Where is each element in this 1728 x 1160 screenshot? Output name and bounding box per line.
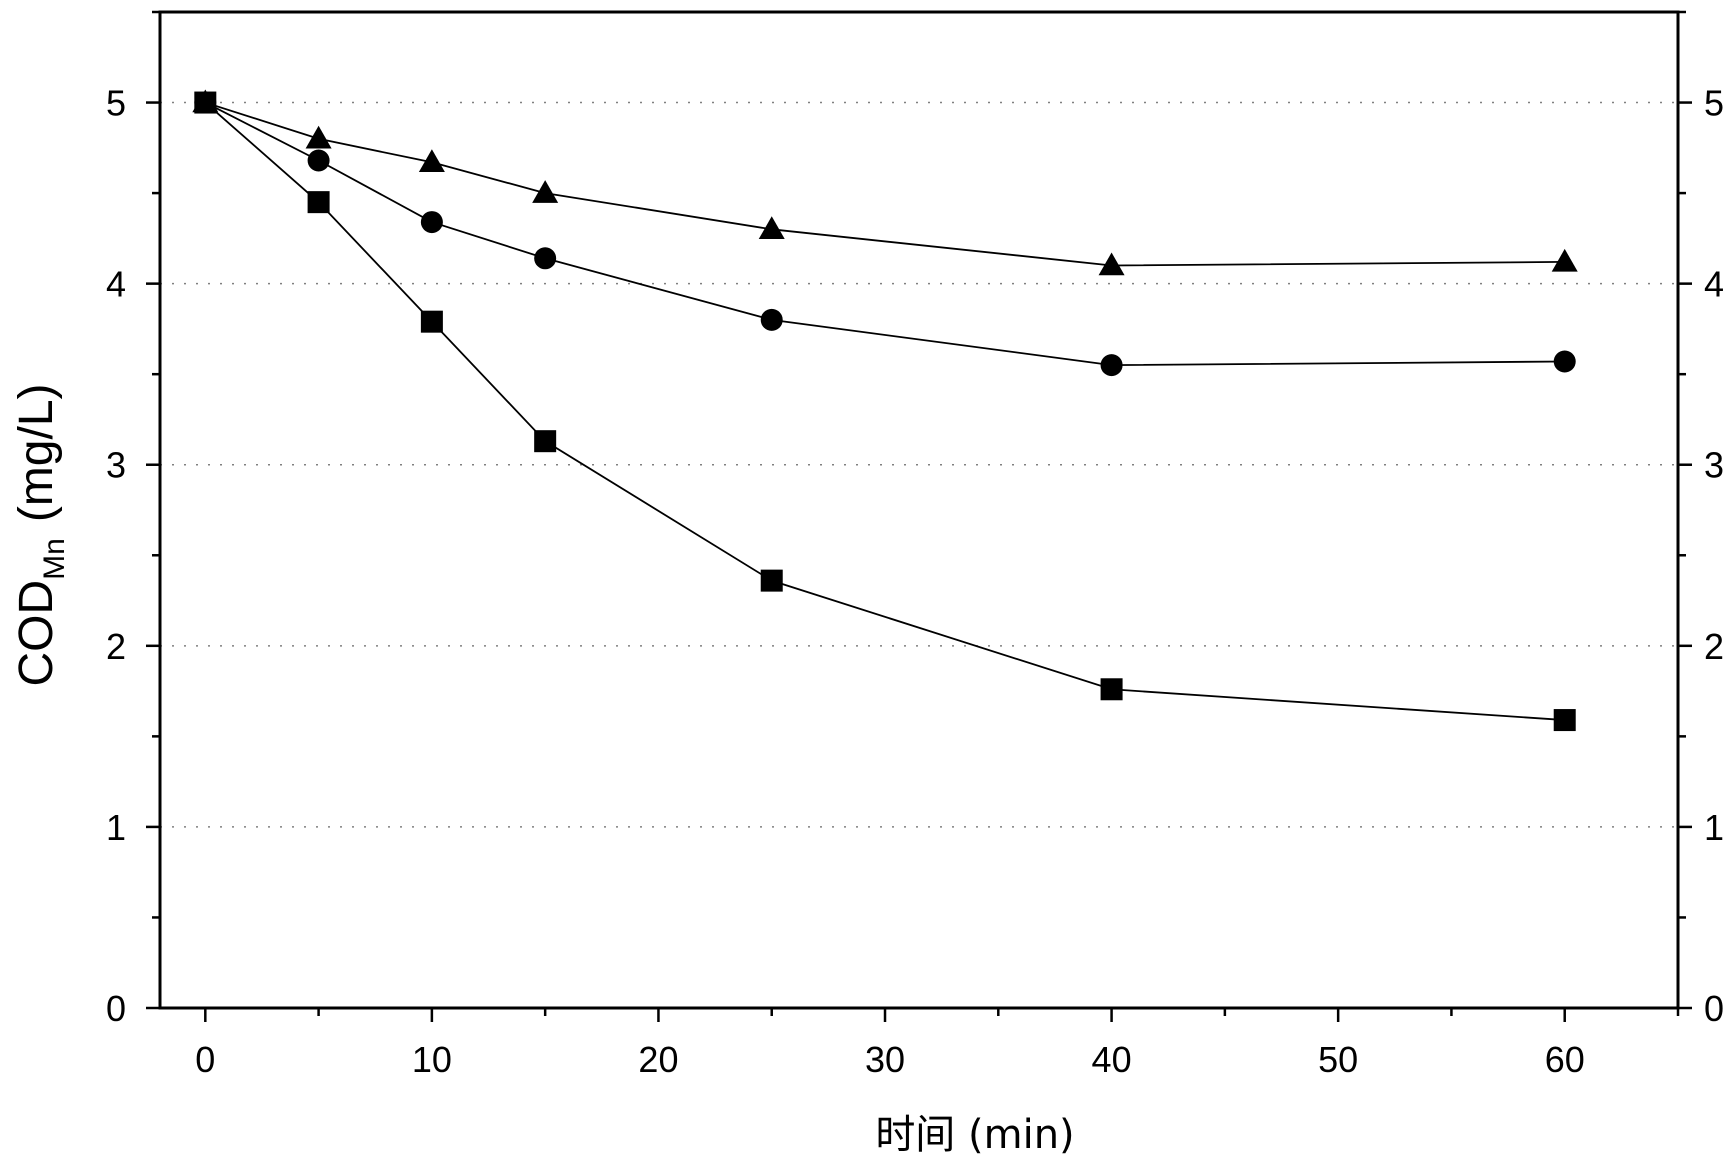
data-point-square-x15: [534, 430, 557, 453]
data-point-triangle-x5: [305, 125, 332, 149]
data-point-triangle-x60: [1551, 248, 1578, 272]
y-tick-label-right-3: 3: [1704, 445, 1724, 486]
y-tick-label-left-0: 0: [106, 988, 126, 1029]
data-point-square-x5: [307, 191, 330, 214]
x-tick-label-10: 10: [412, 1039, 452, 1080]
y-axis-title-subscript: Mn: [38, 538, 71, 580]
data-point-triangle-x40: [1098, 252, 1125, 276]
y-tick-label-right-2: 2: [1704, 626, 1724, 667]
x-tick-label-60: 60: [1545, 1039, 1585, 1080]
x-tick-label-0: 0: [195, 1039, 215, 1080]
y-tick-label-left-4: 4: [106, 264, 126, 305]
x-tick-label-50: 50: [1318, 1039, 1358, 1080]
series-line-square: [204, 101, 1565, 721]
series-circle: [194, 91, 1576, 377]
plot-frame: [158, 10, 1680, 1010]
data-point-square-x0: [194, 91, 217, 114]
grid-lines: [160, 101, 1678, 828]
data-point-circle-x5: [307, 149, 330, 172]
x-tick-label-20: 20: [638, 1039, 678, 1080]
series-layer: [192, 89, 1578, 732]
data-point-triangle-x25: [758, 216, 785, 240]
y-tick-label-left-5: 5: [106, 83, 126, 124]
data-point-circle-x25: [760, 308, 783, 331]
y-tick-label-left-1: 1: [106, 807, 126, 848]
y-tick-label-right-5: 5: [1704, 83, 1724, 124]
axis-ticks: [146, 10, 1692, 1022]
series-line-triangle: [205, 101, 1565, 267]
data-point-square-x60: [1553, 709, 1576, 732]
y-axis-title: CODMn (mg/L): [10, 383, 71, 686]
y-tick-label-right-0: 0: [1704, 988, 1724, 1029]
x-axis-title: 时间 (min): [875, 1112, 1074, 1158]
series-line-circle: [204, 101, 1565, 367]
y-tick-label-left-3: 3: [106, 445, 126, 486]
data-point-square-x40: [1100, 678, 1123, 701]
y-axis-title-unit: (mg/L): [10, 383, 63, 522]
data-point-triangle-x10: [418, 149, 445, 173]
y-tick-label-right-4: 4: [1704, 264, 1724, 305]
data-point-square-x25: [760, 569, 783, 592]
data-point-circle-x15: [534, 247, 557, 270]
data-point-square-x10: [420, 310, 443, 333]
data-point-circle-x10: [420, 211, 443, 234]
data-point-triangle-x15: [532, 180, 559, 203]
y-axis-title-main: COD: [10, 580, 63, 687]
tick-labels: 0 01 12 23 34 45 50 10 20 30 40 50 60: [106, 83, 1724, 1080]
x-tick-label-40: 40: [1092, 1039, 1132, 1080]
y-tick-label-left-2: 2: [106, 626, 126, 667]
series-triangle: [192, 89, 1578, 276]
data-point-circle-x60: [1553, 350, 1576, 373]
data-point-circle-x40: [1100, 354, 1123, 377]
series-square: [194, 91, 1576, 732]
x-tick-label-30: 30: [865, 1039, 905, 1080]
y-tick-label-right-1: 1: [1704, 807, 1724, 848]
